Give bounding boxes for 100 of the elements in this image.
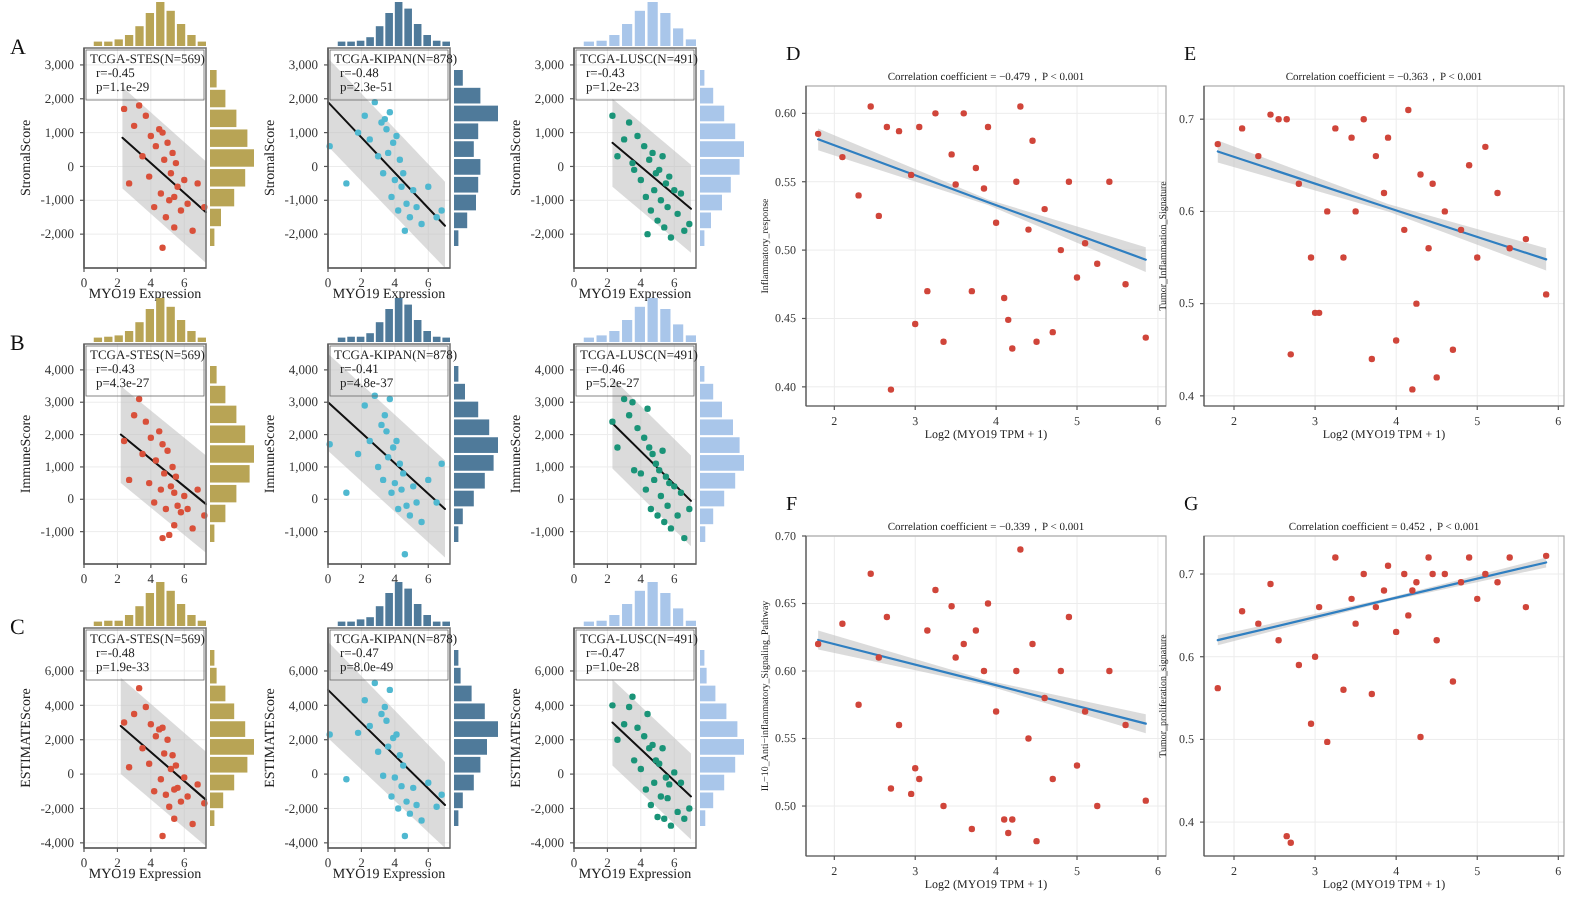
point <box>1482 143 1489 151</box>
point <box>396 751 404 759</box>
point <box>400 170 407 177</box>
point <box>912 765 919 772</box>
point <box>1465 162 1473 169</box>
point <box>867 103 874 110</box>
point <box>184 505 191 513</box>
point <box>932 586 939 594</box>
point <box>1214 140 1221 148</box>
point <box>400 762 407 769</box>
point <box>366 722 373 730</box>
point <box>388 193 395 201</box>
point <box>374 463 382 471</box>
point <box>907 171 915 179</box>
point <box>640 733 648 740</box>
point <box>343 776 350 783</box>
point <box>1449 346 1457 353</box>
point <box>634 724 641 731</box>
point <box>384 454 392 461</box>
point <box>1372 152 1380 160</box>
point <box>366 136 373 143</box>
point <box>887 785 895 792</box>
point <box>664 203 671 211</box>
point <box>391 479 399 487</box>
point <box>174 502 181 509</box>
point <box>413 801 420 809</box>
point <box>932 110 939 117</box>
point <box>681 534 688 542</box>
point <box>1094 802 1101 810</box>
point <box>674 512 681 519</box>
point <box>681 227 688 234</box>
point <box>384 149 392 157</box>
point <box>1392 337 1400 344</box>
point <box>614 736 621 743</box>
point <box>1494 189 1501 197</box>
point <box>1275 636 1282 644</box>
point <box>400 470 407 477</box>
point <box>1401 570 1408 578</box>
point <box>354 129 362 136</box>
point <box>152 457 160 464</box>
point <box>867 570 874 578</box>
point <box>952 654 959 661</box>
point <box>161 750 168 757</box>
point <box>924 287 931 295</box>
point <box>413 499 420 506</box>
point <box>924 627 931 634</box>
point <box>1073 274 1081 281</box>
point <box>1417 733 1424 741</box>
chart-title: F <box>786 494 798 516</box>
point <box>181 492 188 500</box>
chart-title: E <box>1184 44 1197 66</box>
point <box>161 470 168 477</box>
point <box>438 207 445 214</box>
point <box>139 450 146 458</box>
point <box>620 721 628 728</box>
point <box>980 667 988 675</box>
point <box>855 192 862 199</box>
point <box>379 476 387 484</box>
point <box>1057 667 1065 675</box>
point <box>634 132 641 140</box>
point <box>394 207 402 214</box>
point <box>194 486 201 493</box>
point <box>157 776 165 783</box>
point <box>662 180 670 187</box>
point <box>388 793 395 800</box>
point <box>1465 554 1473 561</box>
point <box>1073 762 1081 769</box>
point <box>1409 386 1416 393</box>
point <box>1255 152 1262 160</box>
point <box>952 181 959 188</box>
point <box>883 123 891 131</box>
point <box>1081 708 1089 715</box>
point <box>1142 334 1149 341</box>
point <box>1368 355 1376 363</box>
point <box>1029 640 1036 648</box>
point <box>887 386 895 393</box>
point <box>1315 603 1323 611</box>
point <box>1033 837 1040 845</box>
point <box>403 200 410 207</box>
point <box>1307 254 1315 261</box>
chart-title: C <box>10 616 25 640</box>
point <box>664 794 671 802</box>
point <box>651 186 658 194</box>
point <box>1360 570 1367 578</box>
point <box>381 115 389 123</box>
point <box>410 483 417 490</box>
point <box>1267 111 1274 118</box>
point <box>125 476 133 484</box>
point <box>1409 587 1416 594</box>
point <box>169 149 176 157</box>
point <box>1392 628 1400 636</box>
point <box>637 470 645 477</box>
point <box>159 534 166 542</box>
point <box>1433 636 1440 644</box>
point <box>361 696 368 704</box>
point <box>992 219 1000 226</box>
point <box>171 815 178 822</box>
point <box>972 627 980 634</box>
point <box>1106 178 1113 185</box>
point <box>181 176 188 184</box>
